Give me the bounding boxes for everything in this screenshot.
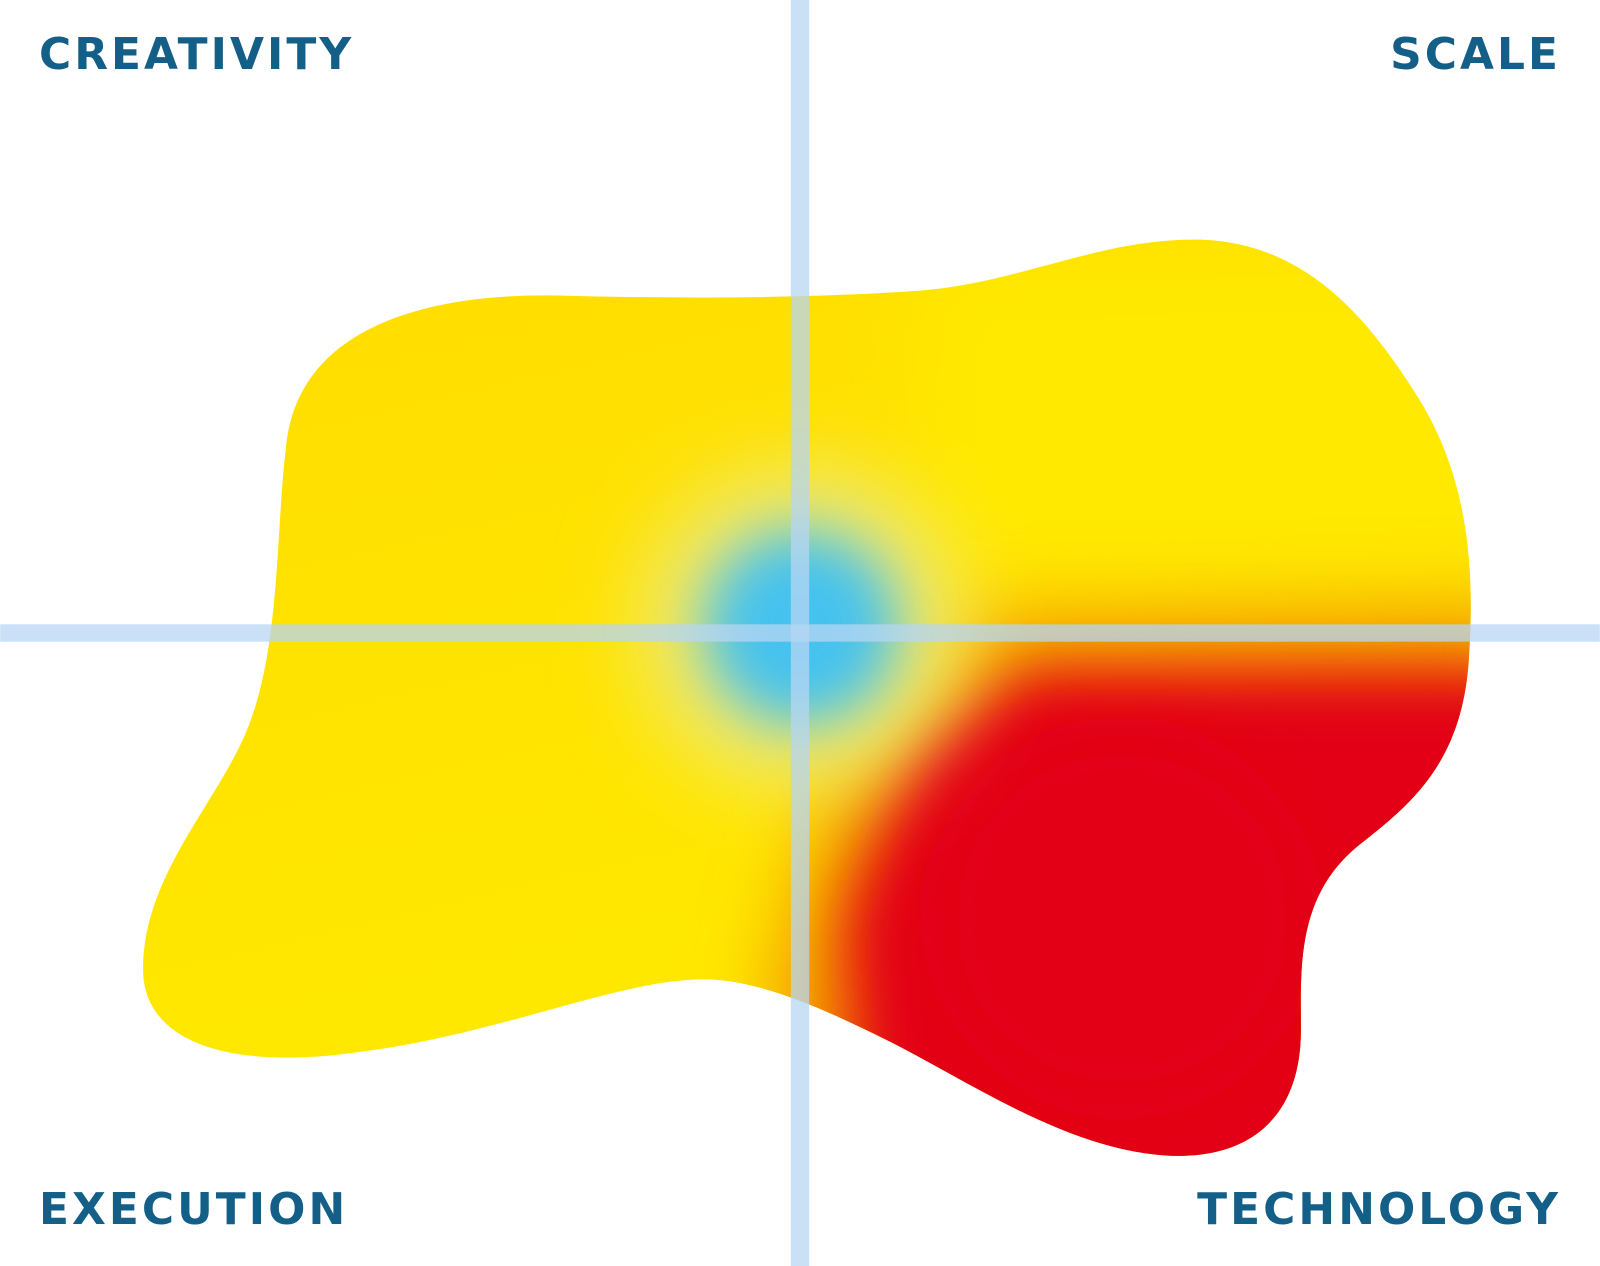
label-top-left: CREATIVITY [39, 29, 354, 80]
label-bottom-right: TECHNOLOGY [1197, 1184, 1561, 1235]
label-top-right: SCALE [1390, 29, 1561, 80]
label-bottom-left: EXECUTION [39, 1184, 348, 1235]
